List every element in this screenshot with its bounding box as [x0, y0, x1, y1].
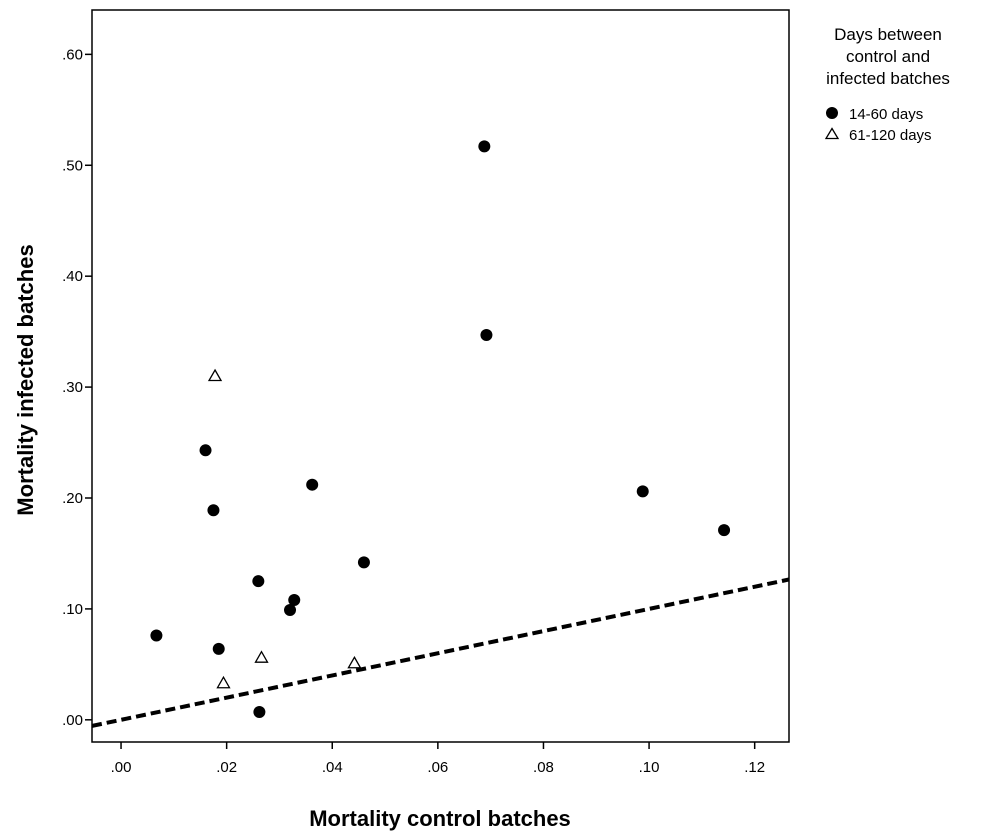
point-14-60-days [284, 604, 297, 617]
legend-marker-open-triangle [824, 127, 840, 140]
point-14-60-days [357, 556, 370, 569]
y-tick-label: .00 [62, 712, 83, 729]
x-tick-label: .08 [533, 759, 554, 776]
legend-title-line-1: Days between [834, 25, 942, 44]
point-14-60-days [480, 328, 493, 341]
legend: Days between control and infected batche… [824, 25, 950, 144]
point-14-60-days [150, 629, 163, 642]
x-tick-label: .04 [322, 759, 343, 776]
point-14-60-days [253, 706, 266, 719]
x-tick-label: .02 [216, 759, 237, 776]
point-61-120-days [254, 650, 269, 663]
point-61-120-days [207, 368, 223, 382]
y-tick-label: .60 [62, 46, 83, 63]
point-14-60-days [199, 444, 212, 457]
y-axis: .00 .10 .20 .30 .40 .50 .60 [62, 46, 92, 729]
x-tick-label: .12 [744, 759, 765, 776]
reference-line [92, 577, 789, 728]
plot-area-frame [91, 9, 790, 743]
y-tick-label: .20 [62, 490, 83, 507]
point-61-120-days [216, 675, 231, 689]
point-14-60-days [207, 504, 220, 517]
x-tick-label: .00 [111, 759, 132, 776]
x-axis-title: Mortality control batches [309, 806, 571, 831]
point-61-120-days [347, 655, 362, 669]
data-points [150, 140, 731, 719]
point-14-60-days [212, 642, 225, 655]
legend-label-14-60-days: 14-60 days [849, 106, 923, 123]
x-axis: .00 .02 .04 .06 .08 .10 .12 [111, 742, 765, 776]
y-tick-label: .30 [62, 379, 83, 396]
point-14-60-days [288, 594, 301, 607]
y-axis-title: Mortality infected batches [13, 244, 38, 515]
legend-title-line-3: infected batches [826, 69, 950, 88]
point-14-60-days [252, 575, 265, 588]
legend-label-61-120-days: 61-120 days [849, 127, 932, 144]
point-14-60-days [636, 485, 649, 498]
x-tick-label: .10 [639, 759, 660, 776]
legend-marker-filled-circle [826, 107, 838, 119]
y-tick-label: .10 [62, 601, 83, 618]
x-tick-label: .06 [427, 759, 448, 776]
y-tick-label: .50 [62, 157, 83, 174]
y-tick-label: .40 [62, 268, 83, 285]
legend-title-line-2: control and [846, 47, 930, 66]
point-14-60-days [478, 140, 491, 153]
point-14-60-days [306, 478, 319, 491]
point-14-60-days [718, 524, 731, 537]
